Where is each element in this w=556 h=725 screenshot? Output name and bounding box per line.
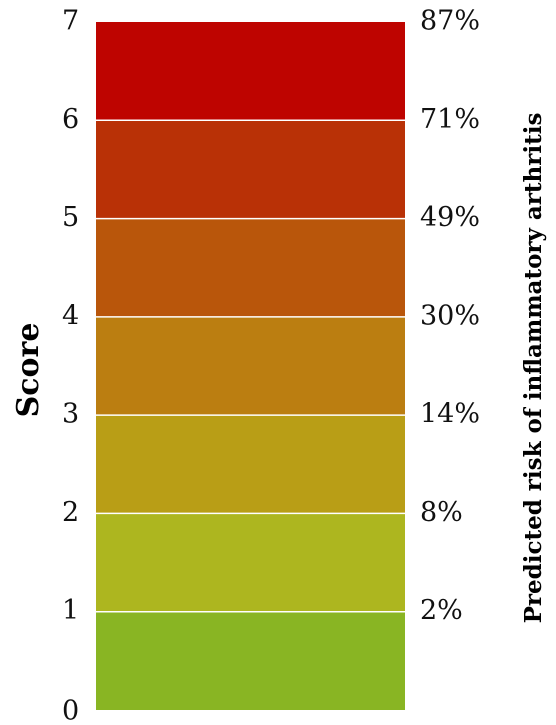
risk-label: 87% bbox=[420, 6, 480, 37]
segment-score-2-3 bbox=[96, 415, 405, 514]
score-tick-label: 4 bbox=[62, 300, 79, 331]
segment-score-5-6 bbox=[96, 120, 405, 219]
risk-label: 8% bbox=[420, 497, 463, 528]
score-tick-label: 1 bbox=[62, 595, 79, 626]
score-axis-title: Score bbox=[11, 323, 46, 418]
score-segments bbox=[96, 22, 405, 710]
score-tick-label: 3 bbox=[62, 399, 79, 430]
score-tick-label: 7 bbox=[62, 6, 79, 37]
score-tick-label: 0 bbox=[62, 696, 79, 725]
risk-tick-labels: 2% 8% 14% 30% 49% 71% 87% bbox=[420, 6, 480, 627]
risk-label: 2% bbox=[420, 595, 463, 626]
risk-label: 49% bbox=[420, 202, 480, 233]
risk-label: 71% bbox=[420, 104, 480, 135]
segment-separators bbox=[96, 119, 405, 613]
segment-score-6-7 bbox=[96, 22, 405, 121]
score-tick-label: 5 bbox=[62, 202, 79, 233]
risk-axis-title: Predicted risk of inflammatory arthritis bbox=[520, 113, 547, 624]
segment-score-1-2 bbox=[96, 513, 405, 612]
segment-score-0-1 bbox=[96, 611, 405, 710]
score-tick-label: 2 bbox=[62, 497, 79, 528]
segment-score-3-4 bbox=[96, 316, 405, 416]
risk-label: 14% bbox=[420, 399, 480, 430]
score-tick-label: 6 bbox=[62, 104, 79, 135]
segment-score-4-5 bbox=[96, 218, 405, 317]
risk-label: 30% bbox=[420, 300, 480, 331]
score-tick-labels: 0 1 2 3 4 5 6 7 bbox=[62, 6, 79, 725]
